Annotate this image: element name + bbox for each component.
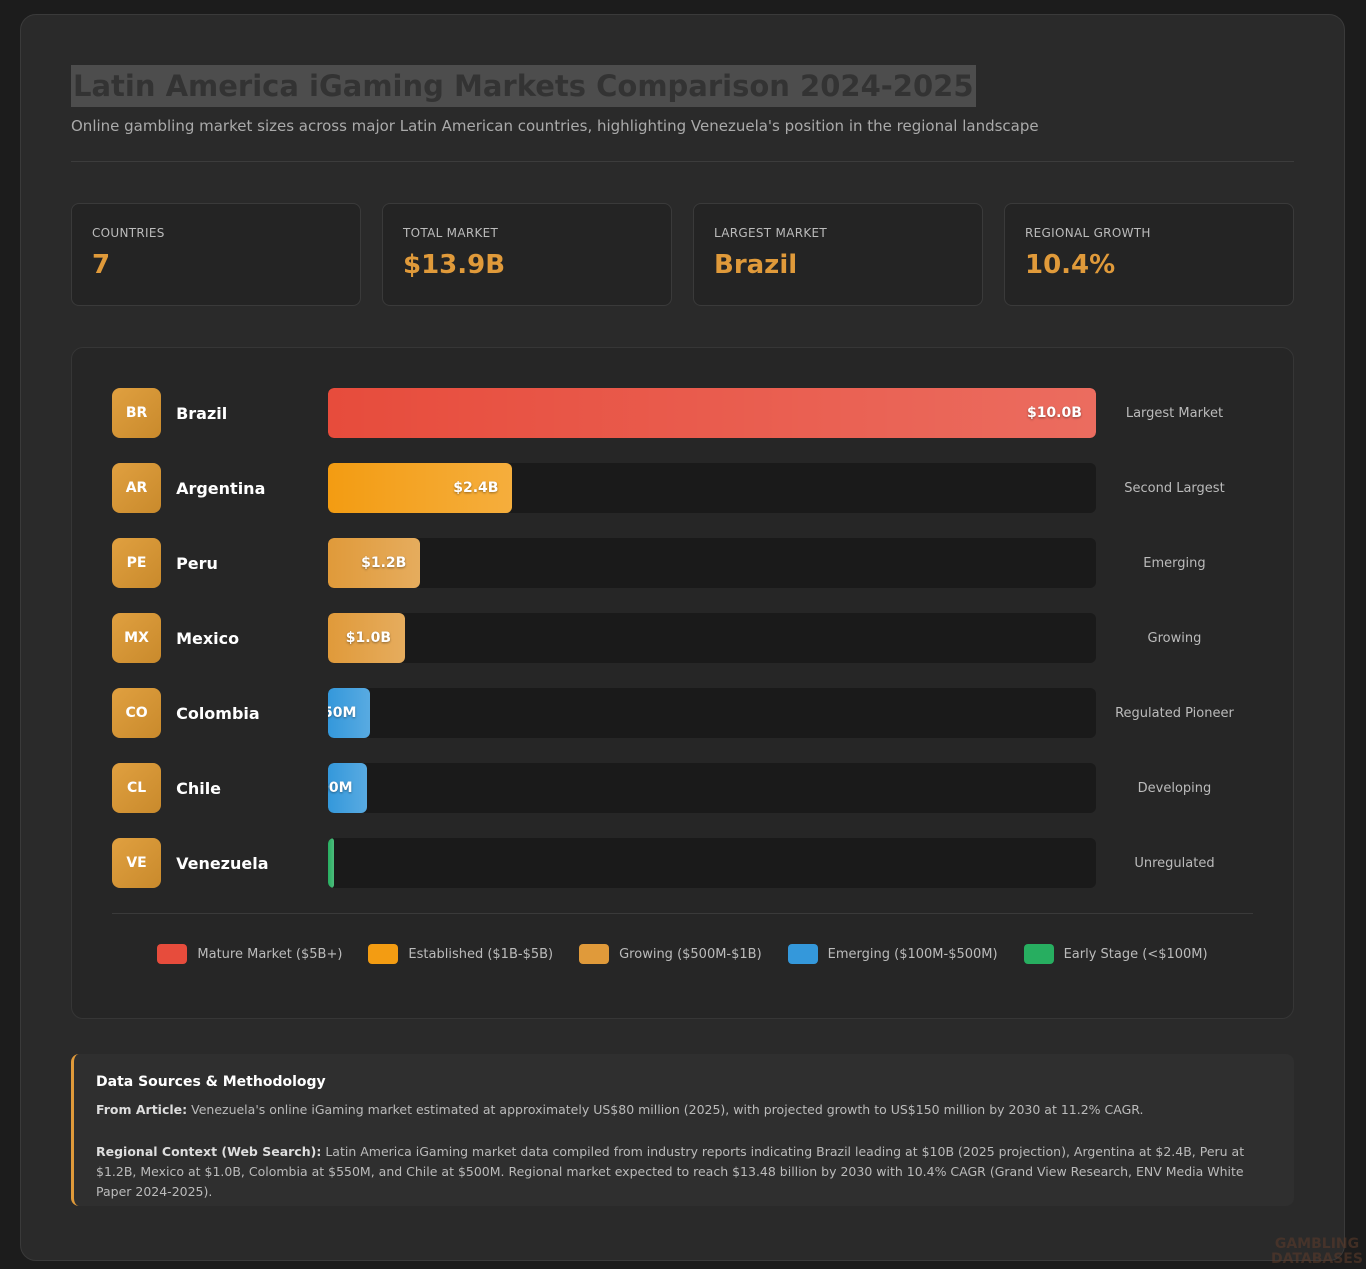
country-name: Argentina	[176, 479, 328, 498]
stat-label: TOTAL MARKET	[403, 226, 651, 240]
bar-note: Growing	[1096, 631, 1253, 646]
stat-label: COUNTRIES	[92, 226, 340, 240]
bar: $1.0B	[328, 613, 405, 663]
sources: Data Sources & Methodology From Article:…	[71, 1054, 1294, 1206]
legend-item: Growing ($500M-$1B)	[579, 944, 762, 964]
legend: Mature Market ($5B+) Established ($1B-$5B…	[112, 944, 1253, 964]
bar: $2.4B	[328, 463, 512, 513]
title: Latin America iGaming Markets Comparison…	[71, 65, 976, 107]
country-name: Colombia	[176, 704, 328, 723]
stat-card: REGIONAL GROWTH 10.4%	[1004, 203, 1294, 306]
bar-track: $550M	[328, 688, 1096, 738]
bar-row: CO Colombia$550M Regulated Pioneer	[112, 688, 1253, 738]
stat-value: $13.9B	[403, 250, 651, 280]
bar: $1.2B	[328, 538, 420, 588]
divider	[112, 913, 1253, 914]
stat-value: 10.4%	[1025, 250, 1273, 280]
legend-label: Emerging ($100M-$500M)	[828, 947, 998, 962]
country-name: Peru	[176, 554, 328, 573]
source-item: From Article: Venezuela's online iGaming…	[96, 1100, 1272, 1120]
stat-value: 7	[92, 250, 340, 280]
bar-note: Largest Market	[1096, 406, 1253, 421]
legend-swatch	[788, 944, 818, 964]
stats: COUNTRIES 7 TOTAL MARKET $13.9B LARGEST MARK…	[71, 203, 1294, 306]
bar-note: Unregulated	[1096, 856, 1253, 871]
country-code: BR	[112, 388, 161, 438]
bar-track: $10.0B	[328, 388, 1096, 438]
sources-title: Data Sources & Methodology	[96, 1074, 1272, 1090]
country-code: MX	[112, 613, 161, 663]
country-name: Brazil	[176, 404, 328, 423]
bar-label: $550M	[328, 705, 370, 721]
bar: $10.0B	[328, 388, 1096, 438]
legend-item: Emerging ($100M-$500M)	[788, 944, 998, 964]
bar: $550M	[328, 688, 370, 738]
country-code: VE	[112, 838, 161, 888]
source-text: Venezuela's online iGaming market estima…	[191, 1102, 1143, 1117]
stat-value: Brazil	[714, 250, 962, 280]
bar-track: $1.0B	[328, 613, 1096, 663]
source-label: From Article:	[96, 1102, 187, 1117]
legend-swatch	[1024, 944, 1054, 964]
bar-label: $10.0B	[1027, 405, 1096, 421]
source-label: Regional Context (Web Search):	[96, 1144, 321, 1159]
bar-label: $1.0B	[346, 630, 405, 646]
bar-row: MX Mexico $1.0B Growing	[112, 613, 1253, 663]
chart-panel: BR Brazil $10.0BLargest Market AR Argentina $…	[71, 347, 1294, 1019]
country-code: CL	[112, 763, 161, 813]
bar-row: AR Argentina $2.4B Second Largest	[112, 463, 1253, 513]
bars: BR Brazil $10.0BLargest Market AR Argentina $…	[112, 388, 1253, 888]
bar: $500M	[328, 763, 366, 813]
card: Latin America iGaming Markets Comparison…	[20, 14, 1345, 1261]
legend-item: Early Stage (<$100M)	[1024, 944, 1208, 964]
country-code: PE	[112, 538, 161, 588]
bar-label: $1.2B	[361, 555, 420, 571]
bar-row: PE Peru $1.2B Emerging	[112, 538, 1253, 588]
country-code: CO	[112, 688, 161, 738]
bar-label: $500M	[328, 780, 366, 796]
divider	[71, 161, 1294, 162]
bar-track: $500M	[328, 763, 1096, 813]
legend-label: Mature Market ($5B+)	[197, 947, 342, 962]
bar	[328, 838, 334, 888]
bar-track	[328, 838, 1096, 888]
subtitle: Online gambling market sizes across majo…	[71, 117, 1294, 135]
country-name: Venezuela	[176, 854, 328, 873]
bar-note: Developing	[1096, 781, 1253, 796]
legend-swatch	[368, 944, 398, 964]
legend-label: Growing ($500M-$1B)	[619, 947, 762, 962]
bar-track: $2.4B	[328, 463, 1096, 513]
watermark: GAMBLING DATABASES	[1270, 1237, 1364, 1267]
stat-card: LARGEST MARKET Brazil	[693, 203, 983, 306]
bar-row: CL Chile$500M Developing	[112, 763, 1253, 813]
bar-track: $1.2B	[328, 538, 1096, 588]
legend-item: Established ($1B-$5B)	[368, 944, 553, 964]
bar-note: Emerging	[1096, 556, 1253, 571]
bar-label: $2.4B	[453, 480, 512, 496]
stat-card: TOTAL MARKET $13.9B	[382, 203, 672, 306]
bar-row: VE Venezuela Unregulated	[112, 838, 1253, 888]
stat-label: REGIONAL GROWTH	[1025, 226, 1273, 240]
legend-swatch	[579, 944, 609, 964]
bar-row: BR Brazil $10.0BLargest Market	[112, 388, 1253, 438]
legend-item: Mature Market ($5B+)	[157, 944, 342, 964]
country-name: Mexico	[176, 629, 328, 648]
stat-label: LARGEST MARKET	[714, 226, 962, 240]
country-code: AR	[112, 463, 161, 513]
stat-card: COUNTRIES 7	[71, 203, 361, 306]
legend-label: Early Stage (<$100M)	[1064, 947, 1208, 962]
bar-note: Second Largest	[1096, 481, 1253, 496]
source-item: Regional Context (Web Search): Latin Ame…	[96, 1142, 1272, 1202]
legend-label: Established ($1B-$5B)	[408, 947, 553, 962]
legend-swatch	[157, 944, 187, 964]
country-name: Chile	[176, 779, 328, 798]
bar-note: Regulated Pioneer	[1096, 706, 1253, 721]
